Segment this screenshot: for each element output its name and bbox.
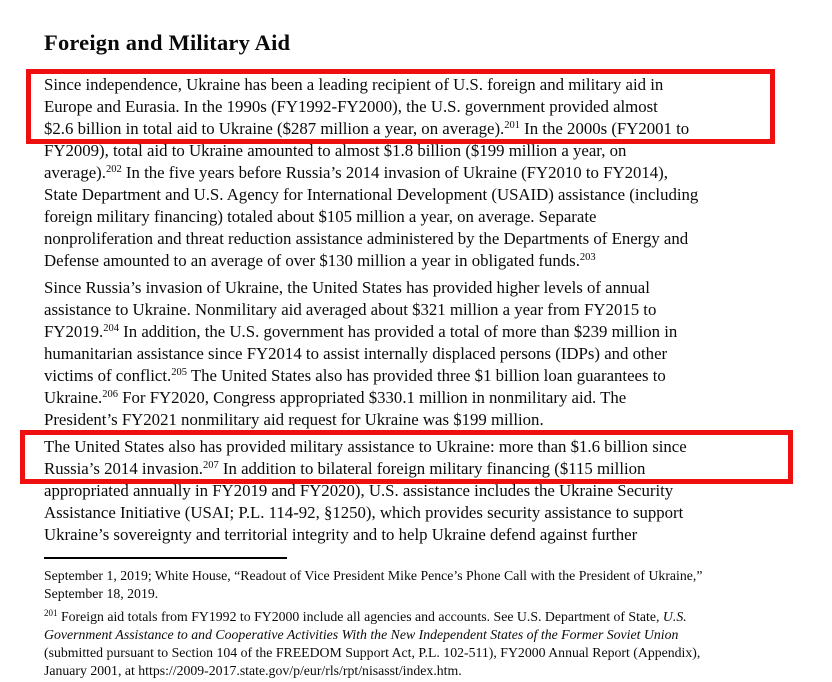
footnote-201: 201 Foreign aid totals from FY1992 to FY… [44, 608, 701, 679]
paragraph-post-invasion-aid: Since Russia’s invasion of Ukraine, the … [44, 278, 678, 429]
paragraph-aid-history: Since independence, Ukraine has been a l… [44, 75, 699, 270]
footnotes-section: September 1, 2019; White House, “Readout… [44, 567, 804, 682]
paragraph-military-assistance: The United States also has provided mili… [44, 437, 687, 544]
section-title: Foreign and Military Aid [44, 30, 291, 55]
body-text: Since independence, Ukraine has been a l… [44, 74, 804, 551]
footnote-continuation: September 1, 2019; White House, “Readout… [44, 568, 703, 601]
footnote-separator [44, 557, 287, 559]
